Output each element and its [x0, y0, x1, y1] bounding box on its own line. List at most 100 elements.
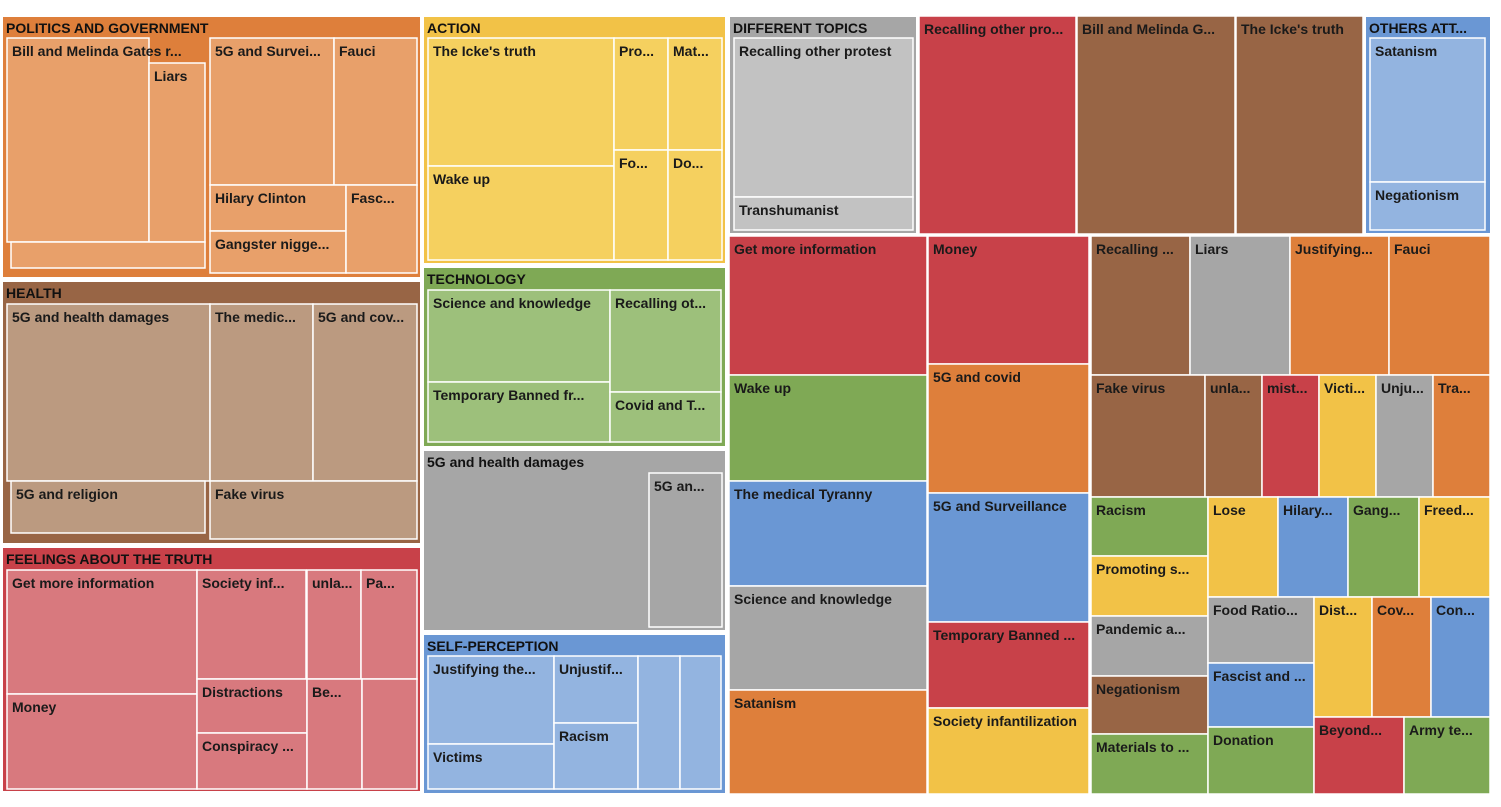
- treemap-tile-mat: [667, 37, 723, 151]
- treemap-tile-label: Hilary Clinton: [215, 190, 306, 206]
- treemap-tile-5g-and-covid: [927, 363, 1090, 494]
- treemap-tile-5g-and-survei: [209, 37, 335, 186]
- treemap-tile-label: Bill and Melinda G...: [1082, 21, 1215, 37]
- treemap-group-label: ACTION: [427, 20, 481, 36]
- treemap-tile-fake-virus: [209, 480, 418, 540]
- treemap-tile-pandemic-a: [1090, 615, 1209, 677]
- treemap-tile-label: 5G and religion: [16, 486, 118, 502]
- treemap-tile-bill-and-melinda-gates-r: [6, 37, 150, 243]
- treemap-tile-label: 5G and Survei...: [215, 43, 321, 59]
- treemap-tile-label: Tra...: [1438, 380, 1471, 396]
- treemap-tile-distractions: [196, 678, 308, 734]
- treemap-tile-label: Fake virus: [215, 486, 284, 502]
- treemap-tile-label: Fo...: [619, 155, 648, 171]
- treemap-tile-unlabeled: [361, 678, 418, 790]
- treemap-tile-unla: [1204, 374, 1263, 498]
- treemap-tile-label: Army te...: [1409, 722, 1473, 738]
- treemap-tile-fo: [613, 149, 669, 261]
- treemap-tile-label: Justifying...: [1295, 241, 1373, 257]
- treemap-tile-unlabeled: [679, 655, 722, 790]
- treemap-tile-label: Pro...: [619, 43, 654, 59]
- treemap-tile-liars: [1189, 235, 1291, 376]
- treemap-tile-label: Be...: [312, 684, 342, 700]
- treemap-tile-label: Recalling other pro...: [924, 21, 1063, 37]
- treemap-tile-5g-and-cov: [312, 303, 418, 482]
- treemap-tile-justifying-the: [427, 655, 555, 745]
- treemap-tile-label: Promoting s...: [1096, 561, 1189, 577]
- treemap-tile-fauci: [1388, 235, 1491, 376]
- treemap-tile-label: unla...: [312, 575, 352, 591]
- treemap-tile-label: Conspiracy ...: [202, 738, 294, 754]
- treemap-tile-get-more-information: [728, 235, 928, 376]
- treemap-tile-label: Covid and T...: [615, 397, 705, 413]
- treemap-tile-wake-up: [728, 374, 928, 482]
- treemap-tile-label: Mat...: [673, 43, 709, 59]
- treemap-tile-5g-and-health-damages: [6, 303, 211, 482]
- treemap-tile-label: The Icke's truth: [433, 43, 536, 59]
- treemap-tile-unlabeled: [637, 655, 681, 790]
- treemap-tile-label: The medical Tyranny: [734, 486, 872, 502]
- treemap-tile-label: The medic...: [215, 309, 296, 325]
- treemap-tile-label: Victi...: [1324, 380, 1365, 396]
- treemap-group-label: SELF-PERCEPTION: [427, 638, 558, 654]
- treemap-tile-label: unla...: [1210, 380, 1250, 396]
- treemap-tile-label: Recalling ...: [1096, 241, 1174, 257]
- treemap-tile-label: Freed...: [1424, 502, 1474, 518]
- treemap-tile-label: Recalling other protest: [739, 43, 892, 59]
- treemap-tile-label: Bill and Melinda Gates r...: [12, 43, 182, 59]
- treemap-tile-racism: [1090, 496, 1209, 557]
- treemap-tile-label: Get more information: [734, 241, 876, 257]
- treemap-tile-label: Gang...: [1353, 502, 1400, 518]
- treemap-tile-transhumanist: [733, 196, 914, 231]
- treemap-tile-science-and-knowledge: [728, 585, 928, 691]
- treemap-tile-label: Donation: [1213, 732, 1274, 748]
- treemap-tile-wake-up: [427, 165, 615, 261]
- treemap-tile-label: Money: [12, 699, 57, 715]
- treemap-tile-hilary-clinton: [209, 184, 347, 232]
- treemap-tile-label: Satanism: [734, 695, 796, 711]
- treemap-tile-label: Money: [933, 241, 978, 257]
- treemap-tile-the-icke-s-truth: [427, 37, 615, 167]
- treemap-tile-label: Unju...: [1381, 380, 1424, 396]
- treemap-tile-gang: [1347, 496, 1420, 598]
- treemap-tile-recalling-other-pro: [918, 15, 1077, 235]
- treemap-tile-label: Fasc...: [351, 190, 395, 206]
- treemap-tile-covid-and-t: [609, 391, 722, 443]
- treemap-tile-label: Liars: [154, 68, 188, 84]
- treemap-tile-label: Liars: [1195, 241, 1229, 257]
- treemap-tile-label: Cov...: [1377, 602, 1414, 618]
- treemap-tile-label: Con...: [1436, 602, 1475, 618]
- treemap-tile-label: Wake up: [433, 171, 490, 187]
- treemap-tile-society-infantilization: [927, 707, 1090, 795]
- treemap-group-label: POLITICS AND GOVERNMENT: [6, 20, 209, 36]
- treemap-tile-label: Unjustif...: [559, 661, 623, 677]
- treemap-tile-do: [667, 149, 723, 261]
- treemap-tile-label: Racism: [559, 728, 609, 744]
- treemap-tile-label: Wake up: [734, 380, 791, 396]
- treemap-tile-con: [1430, 596, 1491, 718]
- treemap-tile-freed: [1418, 496, 1491, 598]
- treemap-tile-science-and-knowledge: [427, 289, 611, 383]
- treemap-tile-lose: [1207, 496, 1279, 598]
- treemap-tile-label: Racism: [1096, 502, 1146, 518]
- treemap-tile-beyond: [1313, 716, 1405, 795]
- treemap-tile-money: [927, 235, 1090, 365]
- treemap-tile-label: 5G and health damages: [12, 309, 169, 325]
- treemap-tile-label: Gangster nigge...: [215, 236, 329, 252]
- treemap-tile-label: Negationism: [1096, 681, 1180, 697]
- treemap-tile-racism: [553, 722, 639, 790]
- treemap-tile-5g-and-surveillance: [927, 492, 1090, 623]
- treemap-tile-label: Pandemic a...: [1096, 621, 1185, 637]
- treemap-tile-satanism: [728, 689, 928, 795]
- treemap-tile-negationism: [1369, 181, 1486, 231]
- treemap-tile-label: Dist...: [1319, 602, 1357, 618]
- treemap-tile-label: Do...: [673, 155, 703, 171]
- treemap-tile-be: [306, 678, 363, 790]
- treemap-tile-justifying: [1289, 235, 1390, 376]
- treemap-tile-label: Fauci: [1394, 241, 1431, 257]
- treemap-tile-label: 5G and Surveillance: [933, 498, 1067, 514]
- treemap-tile-label: 5G an...: [654, 478, 705, 494]
- treemap-tile-label: Fauci: [339, 43, 376, 59]
- treemap-tile-label: Temporary Banned ...: [933, 627, 1075, 643]
